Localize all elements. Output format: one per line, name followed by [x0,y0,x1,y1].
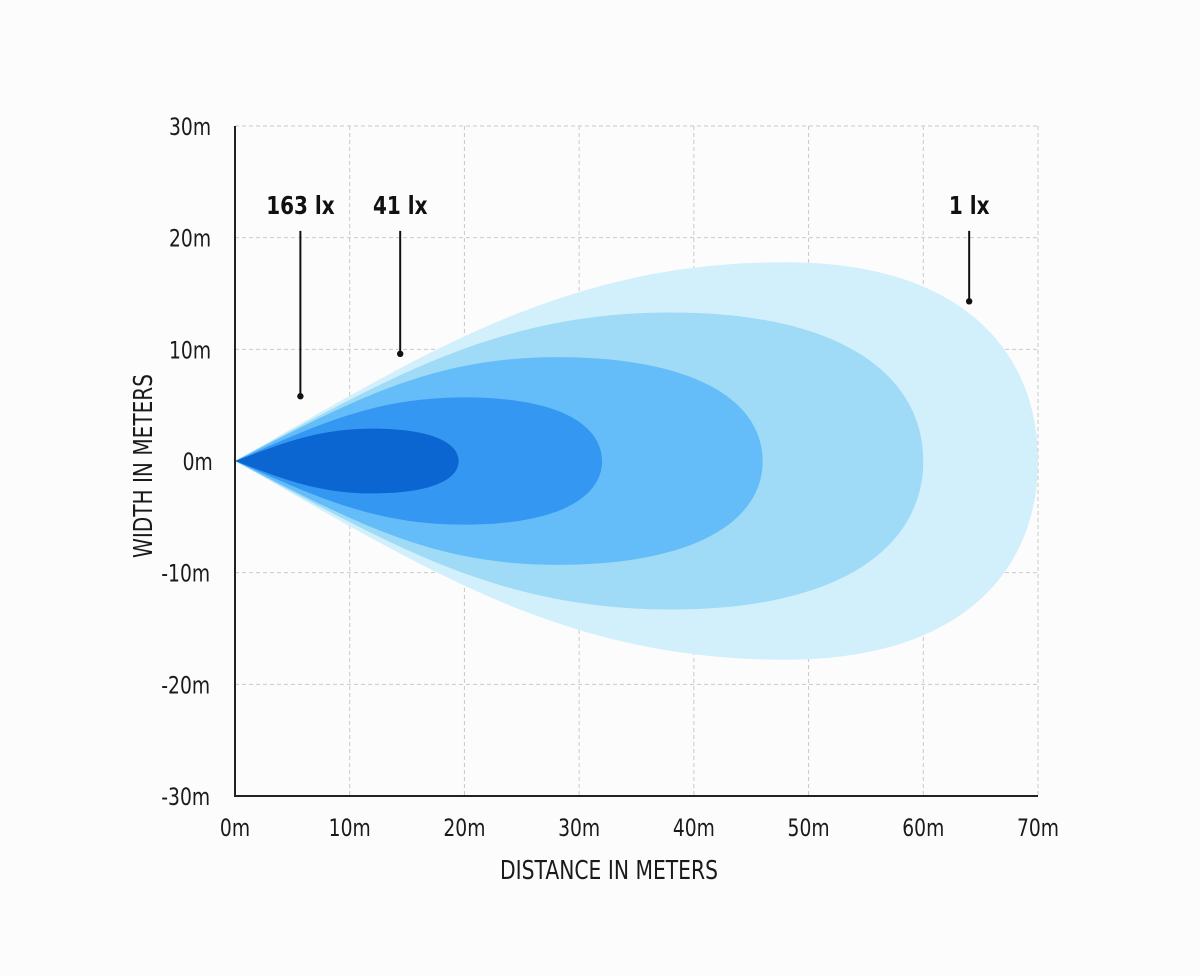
y-tick-label: -30m [161,784,210,812]
y-tick-label: 0m [183,449,213,477]
beam-area-5 [235,428,459,494]
lux-label: 41 lx [373,192,428,221]
annotation-point [396,350,404,357]
y-tick-label: 20m [169,225,211,253]
x-tick-label: 70m [1017,815,1059,843]
x-axis-title: DISTANCE IN METERS [500,856,718,886]
y-tick-label: -10m [161,560,210,588]
annotation-point [297,393,304,400]
x-tick-label: 10m [329,815,371,843]
annotation-point [965,298,973,305]
y-tick-label: 30m [169,114,211,142]
y-tick-label: 10m [169,337,211,365]
y-axis-title: WIDTH IN METERS [129,374,159,558]
axes [234,126,1038,797]
y-tick-label: -20m [161,672,210,700]
x-tick-label: 30m [558,815,600,843]
tick-labels: 0m 10m 20m 30m 40m 50m 60m 70m 30m 20m 10m 0m -10m -2… [161,114,1059,843]
x-tick-label: 40m [673,815,715,843]
x-tick-label: 60m [902,815,944,843]
beam-areas [235,262,1038,660]
lux-annotations: 163 lx 41 lx 1 lx [266,192,990,400]
x-tick-label: 0m [220,815,250,843]
x-tick-label: 50m [788,815,830,843]
lux-label: 1 lx [949,192,990,221]
lux-label: 163 lx [266,192,335,221]
x-tick-label: 20m [443,815,485,843]
